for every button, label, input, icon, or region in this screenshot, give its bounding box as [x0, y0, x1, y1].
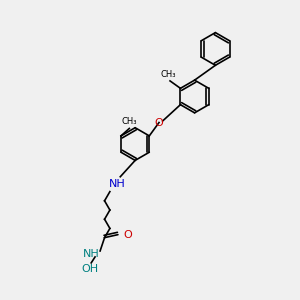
- Text: OH: OH: [81, 264, 98, 274]
- Text: CH₃: CH₃: [160, 70, 176, 79]
- Text: O: O: [155, 118, 164, 128]
- Text: CH₃: CH₃: [122, 117, 137, 126]
- Text: NH: NH: [109, 179, 126, 189]
- Text: NH: NH: [82, 249, 99, 259]
- Text: O: O: [123, 230, 132, 240]
